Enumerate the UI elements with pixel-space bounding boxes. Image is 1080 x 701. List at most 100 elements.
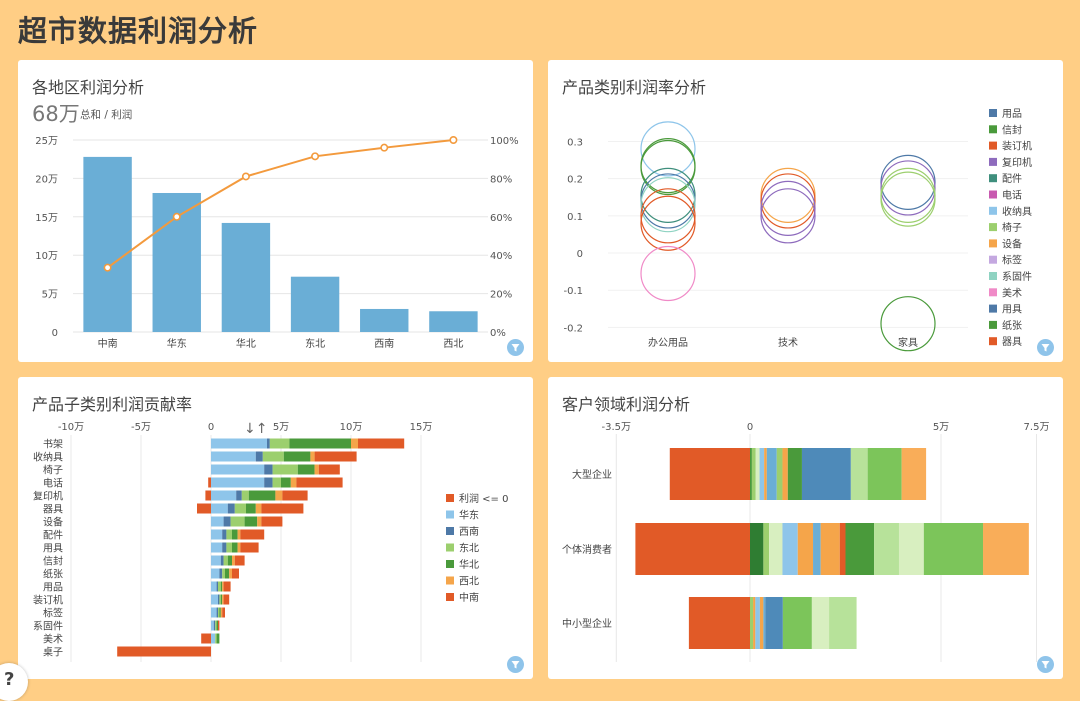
scatter-point [880, 296, 936, 352]
bar-segment [811, 597, 830, 649]
bar [221, 222, 271, 332]
bar-segment [230, 516, 245, 527]
bar [360, 308, 409, 332]
y-tick-label: -0.1 [563, 286, 583, 297]
bar-segment [750, 523, 764, 575]
legend-label: 电话 [1002, 189, 1022, 202]
bar-segment [769, 523, 783, 575]
bar-segment [213, 620, 216, 631]
legend-label: 西南 [459, 525, 479, 538]
subcategory-contribution-chart: -10万 -5万 0 5万 10万 15万书架收纳具椅子电话复印机器具设备配件用具信封纸张… [33, 422, 508, 662]
filter-button-region[interactable] [507, 339, 524, 356]
scatter-point [760, 167, 816, 223]
legend-label: 西北 [459, 576, 479, 588]
legend-label: 器具 [1002, 336, 1022, 348]
bar-segment [232, 542, 238, 553]
legend-label: 美术 [1002, 286, 1022, 299]
bar-segment [983, 523, 1029, 575]
bar-segment [222, 568, 225, 579]
x-tick-label: -10万 [58, 422, 84, 433]
y-tick-label: 复印机 [33, 490, 63, 503]
bar-segment [220, 581, 223, 592]
bar-segment [216, 581, 218, 592]
segment-profit-panel: 客户领域利润分析 -3.5万 0 5万 7.5万 大型企业 个体消费者 中小型企业 [548, 377, 1063, 679]
legend-label: 系固件 [1002, 271, 1032, 283]
y2-tick-label: 0% [490, 328, 506, 339]
bar-segment [218, 594, 220, 605]
bar-segment [222, 594, 224, 605]
bar-segment [850, 448, 868, 500]
bar-segment [222, 542, 227, 553]
bar-segment [782, 523, 798, 575]
legend-swatch [446, 560, 454, 568]
legend-swatch [989, 141, 997, 150]
legend-label: 东北 [459, 542, 479, 555]
bar-segment [218, 607, 220, 618]
y-tick-label: 5万 [42, 290, 58, 301]
y-tick-label: 系固件 [33, 621, 63, 633]
bar-segment [216, 633, 220, 644]
sort-icon[interactable]: ↓↑ [244, 421, 268, 437]
bar-segment [255, 503, 262, 514]
bar-segment [197, 503, 211, 514]
cumulative-point [172, 212, 181, 221]
legend-label: 华东 [459, 509, 479, 522]
y-tick-label: 大型企业 [572, 468, 612, 481]
bar-segment [211, 633, 216, 644]
bar-segment [358, 438, 405, 449]
bar-segment [314, 451, 357, 462]
bar-segment [211, 438, 267, 449]
bar-segment [820, 523, 840, 575]
scatter-point [640, 138, 696, 194]
scatter-point [760, 180, 816, 236]
category-margin-title: 产品类别利润率分析 [562, 78, 707, 97]
bar-segment [211, 542, 223, 553]
bar [290, 276, 340, 332]
total-profit-caption: 总和 / 利润 [80, 109, 133, 121]
y-tick-label: 用品 [43, 582, 63, 594]
bar-segment [211, 516, 224, 527]
bar-segment [255, 451, 263, 462]
scatter-point [640, 195, 696, 251]
bar [83, 156, 132, 332]
y-tick-label: 纸张 [43, 568, 63, 581]
funnel-icon [1041, 661, 1050, 669]
filter-button-category[interactable] [1037, 339, 1054, 356]
bar-segment [211, 607, 217, 618]
scatter-point [640, 177, 696, 233]
legend-label: 利润 <= 0 [459, 492, 508, 505]
bar-segment [246, 503, 256, 514]
y-tick-label: 0.3 [567, 137, 583, 148]
bar-segment [219, 594, 221, 605]
bar-segment [845, 523, 875, 575]
bar-segment [219, 607, 221, 618]
filter-button-segment[interactable] [1037, 656, 1054, 673]
scatter-point [640, 188, 696, 244]
legend-swatch [989, 288, 997, 297]
y2-tick-label: 40% [490, 251, 512, 262]
bar-segment [261, 503, 304, 514]
bar-segment [211, 620, 214, 631]
y-tick-label: 0 [577, 249, 583, 260]
bar-segment [901, 448, 927, 500]
bar-segment [281, 477, 291, 488]
y-tick-label: 信封 [43, 555, 63, 568]
bar-segment [759, 448, 765, 500]
legend-swatch [989, 239, 997, 248]
subcategory-contribution-title: 产品子类别利润贡献率 [32, 395, 193, 414]
bar-segment [787, 448, 802, 500]
bar-segment [257, 516, 262, 527]
filter-button-subcategory[interactable] [507, 656, 524, 673]
bar-segment [220, 594, 223, 605]
bar-segment [226, 529, 232, 540]
bar-segment [236, 490, 242, 501]
bar-segment [766, 448, 777, 500]
region-profit-title: 各地区利润分析 [32, 78, 145, 97]
bar-segment [227, 503, 235, 514]
bar [429, 311, 478, 332]
bar-segment [289, 438, 351, 449]
bar-segment [753, 597, 756, 649]
bar-segment [237, 542, 241, 553]
scatter-point [640, 121, 696, 177]
bar-segment [269, 438, 290, 449]
